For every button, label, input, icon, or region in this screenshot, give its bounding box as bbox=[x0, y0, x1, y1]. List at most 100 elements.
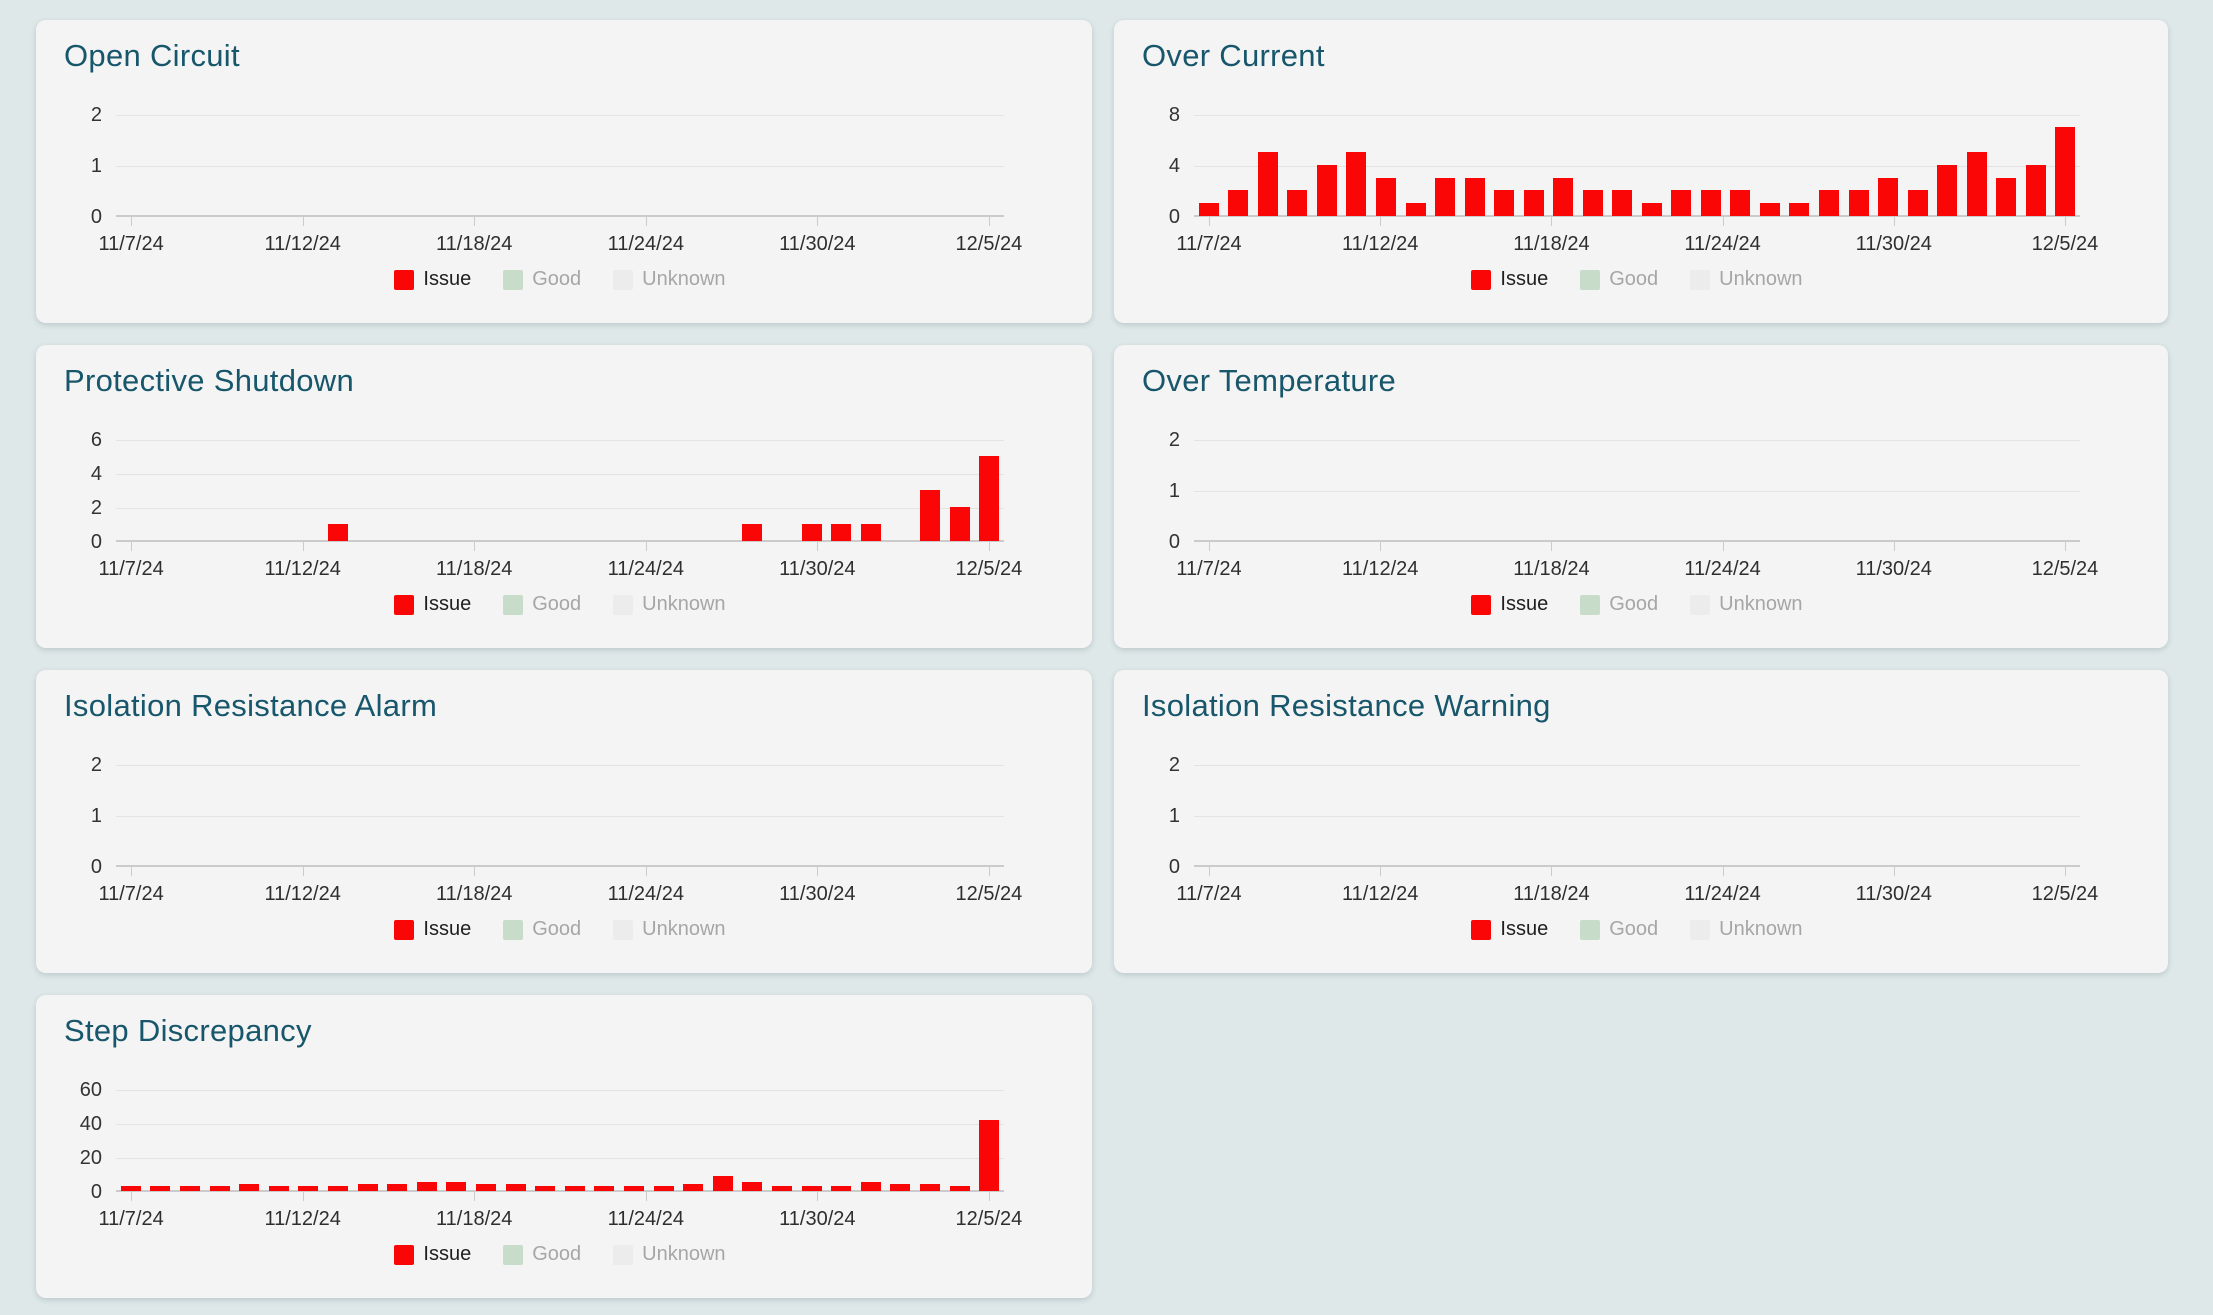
issue-bar[interactable] bbox=[1878, 178, 1899, 216]
legend-item-unknown[interactable]: Unknown bbox=[1690, 268, 1803, 291]
issue-bar[interactable] bbox=[120, 1186, 141, 1191]
legend-item-unknown[interactable]: Unknown bbox=[1690, 918, 1803, 941]
issue-bar[interactable] bbox=[949, 1186, 970, 1191]
x-axis-tick bbox=[302, 217, 304, 226]
legend-item-unknown[interactable]: Unknown bbox=[613, 1243, 726, 1266]
issue-bar[interactable] bbox=[772, 1186, 792, 1191]
y-axis-tick-label: 2 bbox=[1168, 754, 1180, 776]
issue-bar[interactable] bbox=[653, 1186, 674, 1191]
issue-bar[interactable] bbox=[239, 1184, 260, 1191]
issue-bar[interactable] bbox=[1435, 178, 1456, 216]
x-axis-tick bbox=[645, 867, 647, 876]
issue-bar[interactable] bbox=[1405, 203, 1426, 216]
issue-bar[interactable] bbox=[357, 1184, 378, 1191]
issue-bar[interactable] bbox=[1316, 165, 1337, 216]
legend-item-good[interactable]: Good bbox=[503, 1243, 581, 1266]
x-axis-tick bbox=[474, 542, 476, 551]
issue-bar[interactable] bbox=[298, 1186, 319, 1191]
legend-item-good[interactable]: Good bbox=[1580, 268, 1658, 291]
issue-bar[interactable] bbox=[2025, 165, 2046, 216]
issue-bar[interactable] bbox=[949, 507, 970, 541]
legend-item-issue[interactable]: Issue bbox=[394, 268, 471, 291]
issue-bar[interactable] bbox=[1257, 152, 1278, 216]
issue-bar[interactable] bbox=[979, 1120, 1000, 1191]
issue-bar[interactable] bbox=[1464, 178, 1485, 216]
issue-bar[interactable] bbox=[860, 1182, 881, 1191]
issue-bar[interactable] bbox=[1375, 178, 1396, 216]
issue-bar[interactable] bbox=[1582, 190, 1603, 216]
issue-bar[interactable] bbox=[1523, 190, 1544, 216]
issue-bar[interactable] bbox=[1818, 190, 1839, 216]
issue-bar[interactable] bbox=[1228, 190, 1249, 216]
issue-bar[interactable] bbox=[920, 490, 940, 541]
legend-item-issue[interactable]: Issue bbox=[394, 593, 471, 616]
issue-bar[interactable] bbox=[890, 1184, 911, 1191]
legend-item-unknown[interactable]: Unknown bbox=[613, 593, 726, 616]
issue-bar[interactable] bbox=[505, 1184, 526, 1191]
legend-item-issue[interactable]: Issue bbox=[394, 918, 471, 941]
issue-bar[interactable] bbox=[1730, 190, 1751, 216]
issue-bar[interactable] bbox=[1907, 190, 1928, 216]
legend-item-issue[interactable]: Issue bbox=[1471, 593, 1548, 616]
legend-item-good[interactable]: Good bbox=[1580, 593, 1658, 616]
issue-bar[interactable] bbox=[594, 1186, 615, 1191]
legend-item-issue[interactable]: Issue bbox=[394, 1243, 471, 1266]
issue-bar[interactable] bbox=[801, 1186, 822, 1191]
legend-item-good[interactable]: Good bbox=[1580, 918, 1658, 941]
issue-bar[interactable] bbox=[328, 1186, 348, 1191]
legend-label: Good bbox=[532, 268, 582, 290]
x-axis-tick-label: 11/7/24 bbox=[1176, 883, 1242, 905]
issue-bar[interactable] bbox=[979, 456, 1000, 541]
legend-item-good[interactable]: Good bbox=[503, 918, 581, 941]
issue-bar[interactable] bbox=[2055, 127, 2076, 216]
issue-bar[interactable] bbox=[268, 1186, 289, 1191]
issue-bar[interactable] bbox=[1612, 190, 1633, 216]
issue-bar[interactable] bbox=[1198, 203, 1219, 216]
issue-bar[interactable] bbox=[831, 524, 852, 541]
issue-bar[interactable] bbox=[209, 1186, 230, 1191]
issue-bar[interactable] bbox=[1641, 203, 1662, 216]
issue-bar[interactable] bbox=[831, 1186, 852, 1191]
issue-bar[interactable] bbox=[1937, 165, 1958, 216]
issue-bar[interactable] bbox=[446, 1182, 467, 1191]
gridline bbox=[116, 765, 1004, 766]
issue-bar[interactable] bbox=[476, 1184, 496, 1191]
issue-bar[interactable] bbox=[1789, 203, 1810, 216]
issue-bar[interactable] bbox=[150, 1186, 171, 1191]
issue-bar[interactable] bbox=[179, 1186, 200, 1191]
issue-bar[interactable] bbox=[1553, 178, 1574, 216]
y-axis-tick-label: 4 bbox=[1168, 155, 1180, 177]
legend-swatch-good-icon bbox=[503, 269, 524, 290]
issue-bar[interactable] bbox=[624, 1186, 644, 1191]
issue-bar[interactable] bbox=[1494, 190, 1515, 216]
issue-bar[interactable] bbox=[1287, 190, 1308, 216]
issue-bar[interactable] bbox=[860, 524, 881, 541]
issue-bar[interactable] bbox=[535, 1186, 556, 1191]
issue-bar[interactable] bbox=[742, 1182, 763, 1191]
issue-bar[interactable] bbox=[801, 524, 822, 541]
legend-item-issue[interactable]: Issue bbox=[1471, 918, 1548, 941]
issue-bar[interactable] bbox=[712, 1176, 733, 1191]
issue-bar[interactable] bbox=[742, 524, 763, 541]
legend-item-issue[interactable]: Issue bbox=[1471, 268, 1548, 291]
legend-item-good[interactable]: Good bbox=[503, 268, 581, 291]
x-axis-tick-label: 12/5/24 bbox=[2031, 558, 2099, 580]
issue-bar[interactable] bbox=[416, 1182, 437, 1191]
issue-bar[interactable] bbox=[564, 1186, 585, 1191]
issue-bar[interactable] bbox=[387, 1184, 408, 1191]
issue-bar[interactable] bbox=[1700, 190, 1721, 216]
legend-item-unknown[interactable]: Unknown bbox=[613, 268, 726, 291]
legend-item-unknown[interactable]: Unknown bbox=[1690, 593, 1803, 616]
legend-item-good[interactable]: Good bbox=[503, 593, 581, 616]
issue-bar[interactable] bbox=[1346, 152, 1367, 216]
gridline bbox=[116, 508, 1004, 509]
legend-item-unknown[interactable]: Unknown bbox=[613, 918, 726, 941]
issue-bar[interactable] bbox=[920, 1184, 940, 1191]
issue-bar[interactable] bbox=[328, 524, 348, 541]
issue-bar[interactable] bbox=[1966, 152, 1987, 216]
issue-bar[interactable] bbox=[1671, 190, 1692, 216]
issue-bar[interactable] bbox=[1759, 203, 1780, 216]
issue-bar[interactable] bbox=[683, 1184, 704, 1191]
issue-bar[interactable] bbox=[1996, 178, 2017, 216]
issue-bar[interactable] bbox=[1848, 190, 1869, 216]
